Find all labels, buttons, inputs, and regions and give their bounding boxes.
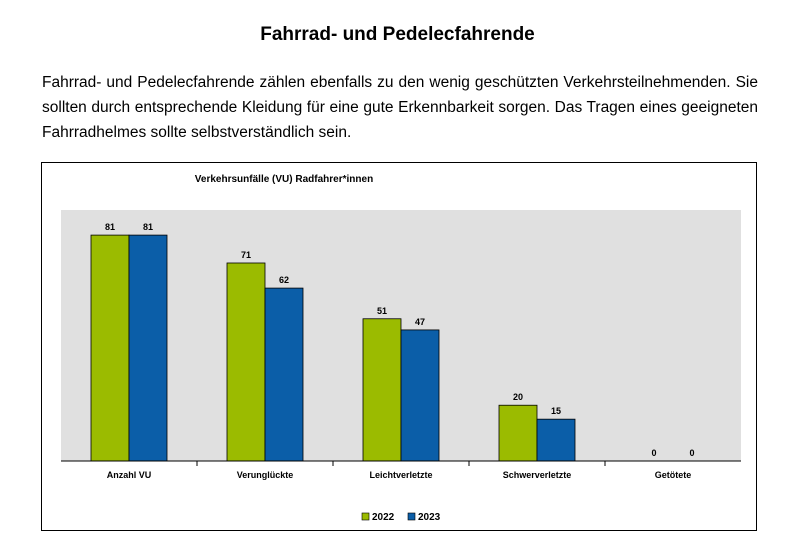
legend-label-2023: 2023	[418, 512, 441, 523]
x-tick-label-1: Anzahl VU	[107, 470, 152, 480]
legend-swatch-2023	[407, 512, 416, 521]
bar-2023-4	[536, 418, 576, 462]
bar-chart: Verkehrsunfälle (VU) Radfahrer*innen 81 8…	[61, 174, 741, 523]
data-label-2023-1: 81	[143, 222, 153, 232]
legend: 2022 2023	[361, 512, 441, 523]
bar-2022-2	[226, 262, 266, 462]
intro-paragraph: Fahrrad- und Pedelecfahrende zählen eben…	[42, 74, 758, 141]
bar-2022-1	[90, 234, 130, 462]
x-tick-label-4: Schwerverletzte	[503, 470, 572, 480]
data-label-2022-5: 0	[651, 448, 656, 458]
bars-layer: 81 81 71 62 51 47 20 15 0 0	[90, 222, 695, 462]
x-tick-label-2: Verunglückte	[237, 470, 294, 480]
chart-title: Verkehrsunfälle (VU) Radfahrer*innen	[195, 174, 373, 185]
bar-2023-3	[400, 329, 440, 462]
x-tick-label-5: Getötete	[655, 470, 692, 480]
bar-2022-4	[498, 404, 538, 462]
chart-frame: Verkehrsunfälle (VU) Radfahrer*innen 81 8…	[41, 162, 757, 531]
data-label-2022-4: 20	[513, 392, 523, 402]
x-tick-label-3: Leichtverletzte	[369, 470, 432, 480]
ticks-layer: Anzahl VU Verunglückte Leichtverletzte Schw…	[107, 461, 692, 480]
data-label-2023-3: 47	[415, 317, 425, 327]
bar-2022-3	[362, 318, 402, 462]
data-label-2023-4: 15	[551, 406, 561, 416]
legend-label-2022: 2022	[372, 512, 395, 523]
bar-2023-1	[128, 234, 168, 462]
data-label-2022-3: 51	[377, 306, 387, 316]
page-title: Fahrrad- und Pedelecfahrende	[260, 24, 535, 45]
bar-2023-2	[264, 287, 304, 462]
data-label-2023-5: 0	[689, 448, 694, 458]
data-label-2023-2: 62	[279, 275, 289, 285]
data-label-2022-1: 81	[105, 222, 115, 232]
data-label-2022-2: 71	[241, 250, 251, 260]
legend-swatch-2022	[361, 512, 370, 521]
